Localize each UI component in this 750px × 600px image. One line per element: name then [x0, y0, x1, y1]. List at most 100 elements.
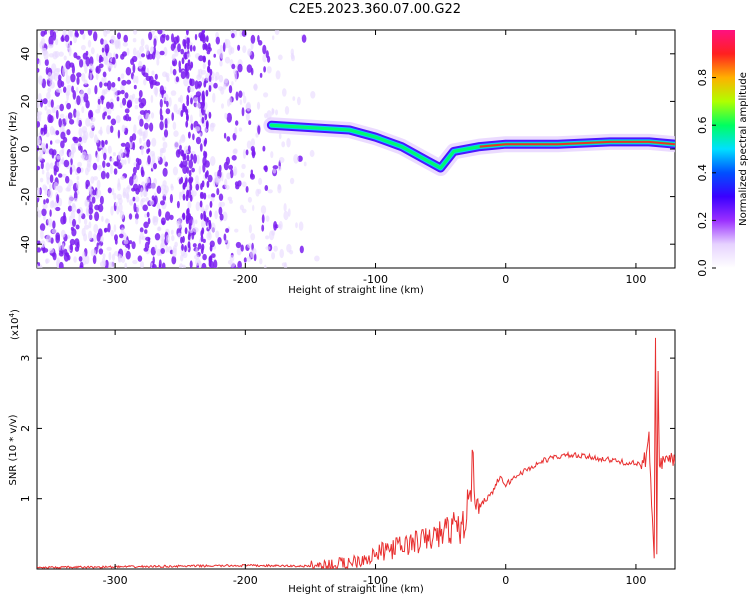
spectrogram-noise-cell: [140, 53, 146, 58]
spectrogram-noise-cell: [43, 126, 48, 135]
spectrogram-noise-cell: [47, 218, 53, 225]
spectrogram-noise-cell: [55, 130, 60, 136]
spectrogram-noise-cell: [203, 210, 206, 218]
spectrogram-noise-cell: [69, 238, 76, 246]
spectrogram-noise-cell: [262, 44, 267, 55]
spectrogram-noise-cell: [160, 184, 167, 191]
spectrogram-noise-cell: [189, 85, 195, 92]
spectrogram-noise-cell: [188, 131, 191, 139]
spectrogram-noise-cell: [232, 149, 238, 155]
spectrogram-noise-cell: [145, 197, 149, 202]
spectrogram-noise-cell: [65, 252, 70, 258]
spectrogram-noise-cell: [180, 48, 185, 55]
spectrogram-noise-cell: [66, 185, 72, 192]
spectrogram-noise-cell: [171, 235, 175, 242]
spectrogram-noise-cell: [87, 30, 93, 36]
spectrogram-noise-cell: [114, 251, 119, 256]
spectrogram-noise-cell: [69, 166, 73, 175]
spectrogram-noise-cell: [184, 245, 187, 253]
spectrogram-noise-cell: [57, 78, 63, 89]
spectrogram-noise-cell: [209, 210, 212, 218]
spectrogram-noise-cell: [58, 173, 63, 178]
spectrogram-noise-cell: [37, 207, 39, 212]
spectrogram-noise-cell: [159, 107, 163, 117]
spectrogram-noise-cell: [230, 47, 235, 54]
spectrogram-noise-cell: [69, 243, 73, 251]
spectrogram-noise-cell: [160, 200, 165, 206]
spectrogram-noise-cell: [177, 232, 182, 239]
spectrogram-noise-cell: [267, 189, 273, 194]
spectrogram-noise-cell: [71, 64, 75, 74]
spectrogram-noise-cell: [81, 106, 85, 114]
spectrogram-noise-cell: [120, 73, 125, 79]
spectrogram-noise-cell: [51, 63, 57, 73]
spectrogram-noise-cell: [259, 72, 263, 78]
spectrogram-noise-cell: [226, 172, 231, 180]
spectrogram-noise-cell: [257, 125, 261, 135]
spectrogram-noise-cell: [107, 115, 111, 120]
spectrogram-noise-cell: [121, 255, 126, 264]
spectrogram-noise-cell: [47, 100, 52, 108]
spectrogram-noise-cell: [156, 248, 161, 257]
spectrogram-noise-cell: [54, 139, 61, 144]
spectrogram-noise-cell: [206, 216, 209, 223]
spectrogram-noise-cell: [79, 89, 85, 99]
spectrogram-noise-cell: [289, 177, 295, 185]
spectrogram-noise-cell: [102, 253, 106, 259]
spectrogram-noise-cell: [281, 262, 287, 267]
spectrogram-noise-cell: [132, 259, 138, 265]
spectrogram-noise-cell: [117, 151, 122, 160]
spectrogram-noise-cell: [241, 30, 247, 37]
spectrogram-noise-cell: [128, 213, 133, 220]
spectrogram-noise-cell: [225, 156, 230, 165]
spectrogram-noise-cell: [242, 91, 245, 97]
spectrogram-noise-cell: [134, 196, 140, 203]
spectrogram-noise-cell: [104, 139, 108, 145]
spectrogram-noise-cell: [48, 222, 52, 227]
spectrogram-noise-cell: [49, 209, 52, 217]
spectrogram-noise-cell: [182, 212, 186, 220]
spectrogram-noise-cell: [155, 51, 161, 60]
spectrogram-noise-cell: [83, 218, 88, 225]
spectrogram-noise-cell: [131, 241, 136, 250]
spectrogram-noise-cell: [110, 35, 116, 45]
spectrogram-noise-cell: [68, 179, 73, 187]
spectrogram-noise-cell: [45, 258, 50, 264]
spectrogram-noise-cell: [219, 60, 223, 67]
spectrogram-noise-cell: [104, 43, 110, 54]
spectrogram-noise-cell: [187, 241, 191, 249]
spectrogram-noise-cell: [82, 33, 86, 40]
spectrogram-noise-cell: [190, 123, 194, 131]
spectrogram-noise-cell: [157, 156, 161, 161]
spectrogram-noise-cell: [224, 178, 228, 188]
spectrogram-noise-cell: [151, 137, 157, 147]
spectrogram-noise-cell: [208, 85, 212, 92]
spectrogram-noise-cell: [264, 113, 268, 119]
spectrogram-noise-cell: [233, 166, 238, 176]
spectrogram-noise-cell: [74, 238, 80, 247]
spectrogram-noise-cell: [132, 93, 136, 100]
spectrogram-noise-cell: [275, 109, 278, 116]
spectrogram-noise-cell: [52, 51, 58, 60]
spectrogram-noise-cell: [209, 68, 213, 76]
spectrogram-noise-cell: [215, 36, 220, 45]
spectrogram-noise-cell: [76, 112, 80, 117]
spectrogram-noise-cell: [113, 87, 118, 98]
spectrogram-noise-cell: [48, 248, 55, 254]
spectrogram-noise-cell: [103, 30, 108, 37]
spectrogram-noise-cell: [210, 193, 216, 198]
spectrogram-noise-cell: [37, 136, 41, 146]
spectrogram-noise-cell: [94, 85, 98, 95]
spectrogram-noise-cell: [246, 101, 251, 112]
spectrogram-noise-cell: [272, 108, 275, 114]
spectrogram-noise-cell: [133, 124, 137, 134]
spectrogram-noise-cell: [207, 174, 213, 183]
spectrogram-noise-cell: [53, 72, 59, 81]
spectrogram-noise-cell: [146, 148, 150, 154]
spectrogram-noise-cell: [226, 136, 231, 142]
spectrogram-noise-cell: [205, 122, 209, 130]
spectrogram-noise-cell: [49, 81, 55, 89]
spectrogram-noise-cell: [146, 48, 149, 56]
spectrogram-noise-cell: [96, 179, 101, 190]
spectrogram-noise-cell: [162, 136, 166, 141]
